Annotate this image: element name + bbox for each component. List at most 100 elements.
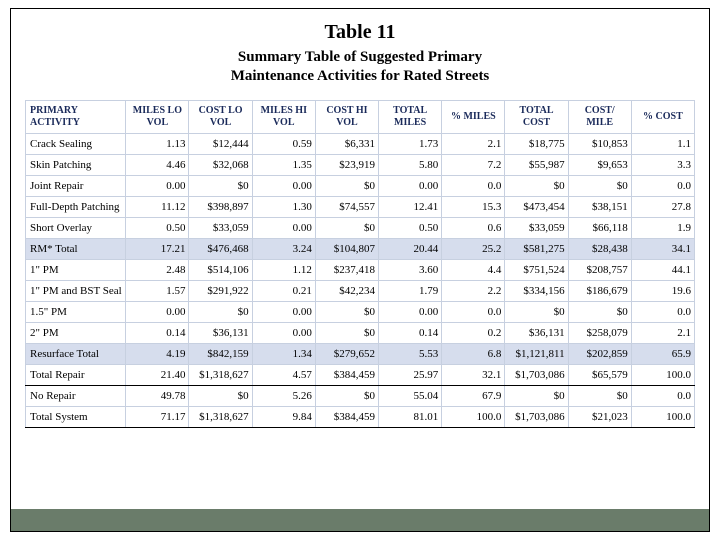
table-cell: RM* Total: [26, 238, 126, 259]
table-cell: 100.0: [442, 406, 505, 427]
table-cell: 0.50: [126, 217, 189, 238]
table-cell: Joint Repair: [26, 175, 126, 196]
table-cell: $186,679: [568, 280, 631, 301]
table-cell: $202,859: [568, 343, 631, 364]
table-cell: 1.5" PM: [26, 301, 126, 322]
table-cell: 0.21: [252, 280, 315, 301]
table-cell: 3.3: [631, 154, 694, 175]
table-cell: $0: [505, 175, 568, 196]
table-cell: $384,459: [315, 364, 378, 385]
table-cell: Skin Patching: [26, 154, 126, 175]
table-cell: 2.48: [126, 259, 189, 280]
table-cell: No Repair: [26, 385, 126, 406]
col-header: TOTAL COST: [505, 100, 568, 133]
table-body: Crack Sealing1.13$12,4440.59$6,3311.732.…: [26, 133, 695, 427]
table-cell: $398,897: [189, 196, 252, 217]
table-cell: 0.00: [379, 175, 442, 196]
table-cell: 27.8: [631, 196, 694, 217]
table-cell: 55.04: [379, 385, 442, 406]
table-cell: $334,156: [505, 280, 568, 301]
table-cell: $237,418: [315, 259, 378, 280]
table-cell: $36,131: [189, 322, 252, 343]
table-cell: $258,079: [568, 322, 631, 343]
table-cell: Short Overlay: [26, 217, 126, 238]
table-cell: 100.0: [631, 364, 694, 385]
table-cell: $279,652: [315, 343, 378, 364]
table-cell: 5.80: [379, 154, 442, 175]
table-row: Total Repair21.40$1,318,6274.57$384,4592…: [26, 364, 695, 385]
table-cell: 0.00: [379, 301, 442, 322]
table-cell: 17.21: [126, 238, 189, 259]
table-cell: 32.1: [442, 364, 505, 385]
table-cell: $65,579: [568, 364, 631, 385]
table-cell: 1" PM and BST Seal: [26, 280, 126, 301]
table-cell: $0: [505, 301, 568, 322]
table-cell: 0.0: [631, 301, 694, 322]
table-row: Skin Patching4.46$32,0681.35$23,9195.807…: [26, 154, 695, 175]
table-cell: 34.1: [631, 238, 694, 259]
table-cell: 4.4: [442, 259, 505, 280]
table-cell: Total System: [26, 406, 126, 427]
table-cell: $1,703,086: [505, 364, 568, 385]
table-cell: 0.0: [631, 385, 694, 406]
table-cell: $38,151: [568, 196, 631, 217]
table-cell: $66,118: [568, 217, 631, 238]
table-cell: $6,331: [315, 133, 378, 154]
table-cell: $1,318,627: [189, 364, 252, 385]
table-number: Table 11: [11, 21, 709, 44]
table-cell: $42,234: [315, 280, 378, 301]
table-row: Resurface Total4.19$842,1591.34$279,6525…: [26, 343, 695, 364]
table-cell: 25.97: [379, 364, 442, 385]
table-cell: Full-Depth Patching: [26, 196, 126, 217]
table-cell: $0: [315, 301, 378, 322]
table-row: RM* Total17.21$476,4683.24$104,80720.442…: [26, 238, 695, 259]
table-row: Joint Repair0.00$00.00$00.000.0$0$00.0: [26, 175, 695, 196]
table-row: No Repair49.78$05.26$055.0467.9$0$00.0: [26, 385, 695, 406]
summary-table: PRIMARY ACTIVITYMILES LO VOLCOST LO VOLM…: [25, 100, 695, 428]
table-row: 2" PM0.14$36,1310.00$00.140.2$36,131$258…: [26, 322, 695, 343]
table-cell: 2.2: [442, 280, 505, 301]
col-header: COST LO VOL: [189, 100, 252, 133]
table-cell: 19.6: [631, 280, 694, 301]
col-header: TOTAL MILES: [379, 100, 442, 133]
table-cell: $384,459: [315, 406, 378, 427]
table-cell: $9,653: [568, 154, 631, 175]
table-cell: 0.59: [252, 133, 315, 154]
table-cell: $842,159: [189, 343, 252, 364]
table-cell: 1.30: [252, 196, 315, 217]
table-cell: $208,757: [568, 259, 631, 280]
table-cell: 2.1: [442, 133, 505, 154]
table-cell: 4.19: [126, 343, 189, 364]
table-cell: 0.00: [252, 217, 315, 238]
table-cell: $0: [315, 217, 378, 238]
table-cell: 1.13: [126, 133, 189, 154]
table-row: 1" PM2.48$514,1061.12$237,4183.604.4$751…: [26, 259, 695, 280]
table-cell: $476,468: [189, 238, 252, 259]
table-cell: Resurface Total: [26, 343, 126, 364]
table-cell: $55,987: [505, 154, 568, 175]
table-cell: 1" PM: [26, 259, 126, 280]
table-cell: 0.2: [442, 322, 505, 343]
table-cell: 4.57: [252, 364, 315, 385]
table-cell: 0.14: [379, 322, 442, 343]
table-cell: 12.41: [379, 196, 442, 217]
table-cell: 3.60: [379, 259, 442, 280]
table-cell: 5.53: [379, 343, 442, 364]
table-cell: 49.78: [126, 385, 189, 406]
table-cell: $0: [505, 385, 568, 406]
table-cell: 44.1: [631, 259, 694, 280]
table-cell: 100.0: [631, 406, 694, 427]
col-header: MILES HI VOL: [252, 100, 315, 133]
table-cell: $10,853: [568, 133, 631, 154]
table-cell: 0.00: [126, 301, 189, 322]
table-cell: 65.9: [631, 343, 694, 364]
table-head: PRIMARY ACTIVITYMILES LO VOLCOST LO VOLM…: [26, 100, 695, 133]
table-cell: 81.01: [379, 406, 442, 427]
col-header: % COST: [631, 100, 694, 133]
table-cell: 0.0: [442, 175, 505, 196]
table-cell: 0.00: [126, 175, 189, 196]
table-cell: $0: [315, 175, 378, 196]
footer-bar: [11, 509, 709, 531]
table-cell: Total Repair: [26, 364, 126, 385]
table-row: Crack Sealing1.13$12,4440.59$6,3311.732.…: [26, 133, 695, 154]
